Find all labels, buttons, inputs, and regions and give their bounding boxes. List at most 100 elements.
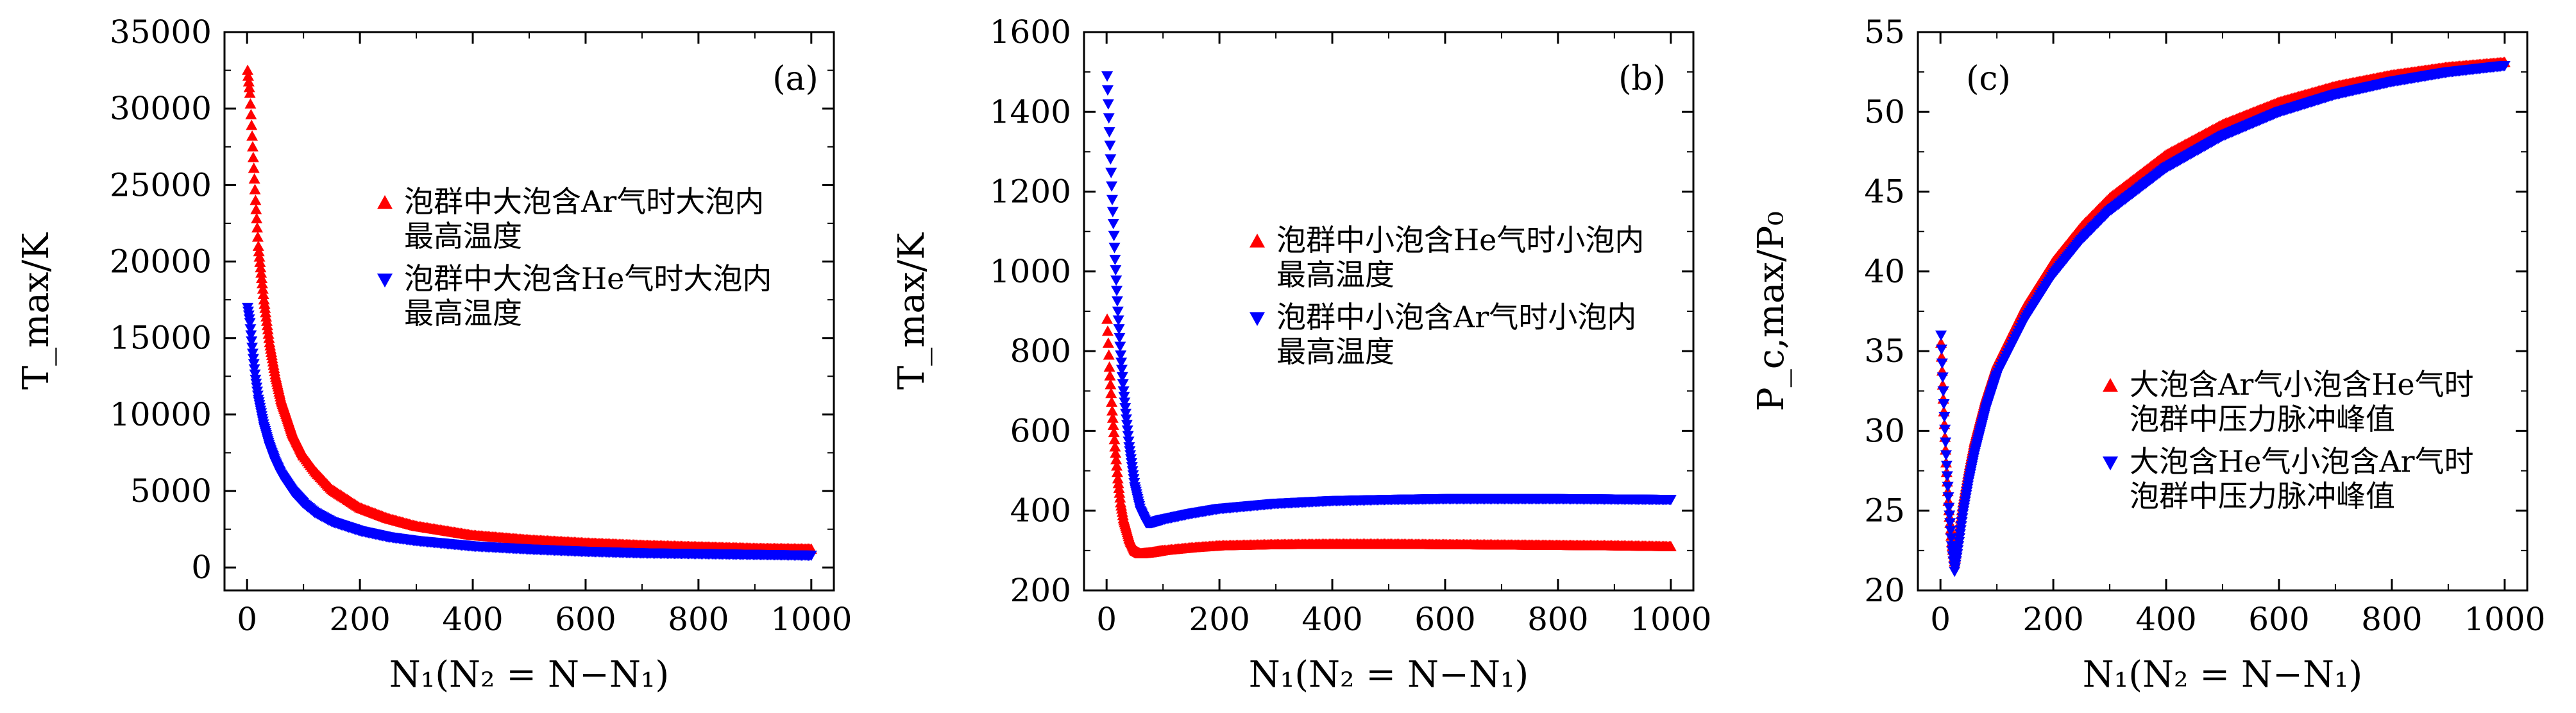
data-point [1114,487,1126,498]
data-point [253,246,265,257]
data-point [1110,454,1123,465]
x-tick-label: 400 [442,601,503,638]
data-point [1102,99,1114,110]
data-point [1106,207,1119,218]
data-point [1110,275,1123,286]
data-point [248,359,260,370]
legend-marker [2103,456,2118,470]
data-point [255,262,267,273]
data-point [1104,141,1116,151]
data-point [1114,492,1126,503]
data-point [1116,372,1128,382]
x-tick-label: 200 [329,601,390,638]
data-point [1112,477,1124,488]
data-point [1120,408,1132,420]
data-point [1942,481,1954,492]
x-tick-label: 800 [2361,601,2422,638]
data-point [1105,379,1117,390]
data-point [1117,379,1129,390]
data-point [246,348,258,359]
data-point [253,251,266,262]
y-tick-label: 25000 [110,166,212,203]
x-tick-label: 200 [2022,601,2083,638]
y-axis-label: P_c,max/P₀ [1750,211,1792,411]
x-tick-label: 200 [1189,601,1250,638]
data-point [248,173,260,184]
data-point [1123,436,1135,447]
legend-label: 泡群中小泡含He气时小泡内最高温度 [1276,223,1644,292]
x-axis-label: N₁(N₂ = N−N₁) [2083,654,2363,696]
data-point [244,87,256,98]
y-tick-label: 0 [191,549,212,586]
y-tick-label: 5000 [130,472,212,510]
data-point [1938,399,1950,410]
x-axis-label: N₁(N₂ = N−N₁) [1249,654,1529,696]
data-point [251,231,264,242]
y-tick-label: 45 [1864,173,1905,210]
x-tick-label: 0 [237,601,257,638]
y-tick-label: 40 [1864,253,1905,290]
y-tick-label: 1000 [990,253,1071,290]
data-point [250,194,262,205]
data-point [1115,350,1127,361]
data-point [1110,447,1122,458]
data-point [248,162,260,173]
data-point [1103,349,1115,360]
data-point [1936,372,1949,383]
data-point [1108,434,1121,445]
y-tick-label: 20 [1864,572,1905,609]
data-point [246,141,258,151]
y-tick-label: 30 [1864,412,1905,449]
data-point [246,336,258,347]
chart-panel-3: 0 200 400 600 800 1000 20 25 30 35 40 45 50 55 (c) 大泡含A… [1750,13,2545,696]
data-point [1110,265,1122,276]
data-point [1940,460,1953,472]
data-point [1107,219,1119,230]
data-point [1101,71,1114,82]
series-2 [1935,61,2511,578]
data-point [242,70,254,81]
data-point [259,302,271,313]
x-tick-label: 1000 [2464,601,2545,638]
data-point [1102,337,1114,348]
data-point [244,324,257,335]
data-point [251,212,263,223]
y-tick-label: 35 [1864,332,1905,370]
data-point [1108,230,1120,241]
legend-marker [1250,312,1265,326]
x-tick-label: 1000 [770,601,852,638]
series-2 [1101,71,1677,529]
data-point [1118,391,1130,402]
x-tick-label: 800 [1527,601,1588,638]
y-tick-label: 25 [1864,492,1905,529]
data-point [249,369,261,380]
data-point [1103,361,1115,372]
data-point [1106,405,1118,416]
data-point [1942,492,1954,503]
data-point [1114,341,1126,352]
data-point [2498,61,2511,72]
data-point [258,294,270,305]
data-point [243,82,255,92]
data-point [1943,503,1955,513]
data-point [247,354,259,365]
data-point [1107,419,1119,430]
panel-label: (b) [1618,60,1666,98]
data-point [260,307,272,318]
data-point [1935,331,1947,341]
data-point [257,288,269,299]
chart-panel-2: 0 200 400 600 800 1000 200 400 600 800 1000 1200 140… [891,13,1711,696]
legend-marker [377,195,393,209]
data-point [1936,358,1948,369]
x-tick-label: 600 [1414,601,1475,638]
data-point [1665,495,1677,506]
data-point [1117,386,1130,397]
data-point [1105,154,1117,165]
y-tick-label: 1200 [990,173,1071,210]
data-point [1665,540,1677,551]
y-tick-label: 600 [1010,412,1071,449]
data-point [242,64,254,75]
data-point [263,332,275,343]
x-tick-label: 600 [2248,601,2309,638]
data-point [1101,325,1114,336]
